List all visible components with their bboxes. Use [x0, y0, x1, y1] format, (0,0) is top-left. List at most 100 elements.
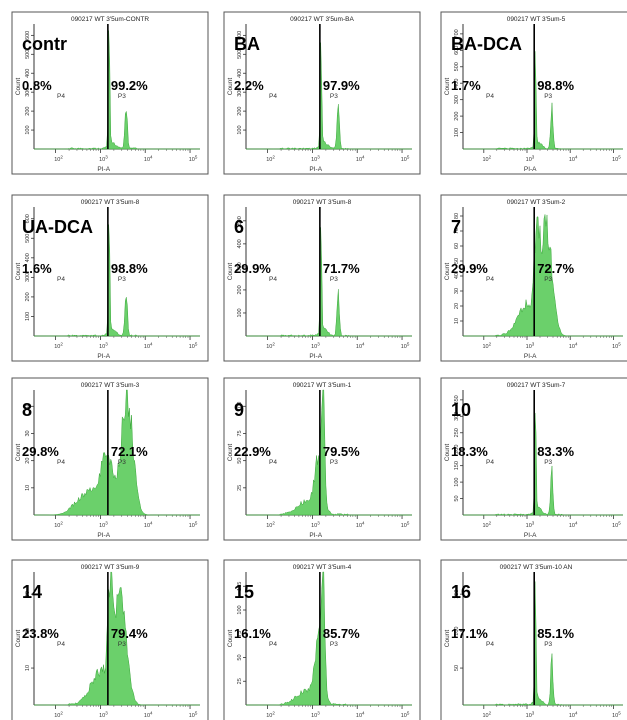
y-tick-label: 300 [237, 88, 243, 97]
y-tick-label: 75 [237, 430, 243, 436]
histogram-panel: 090217 WT 3'5um-3 10 20 30 40 Count 102 103 104 1… [11, 377, 209, 541]
x-tick-label: 102 [54, 342, 63, 351]
sample-label: 15 [234, 582, 254, 602]
y-tick-label: 600 [25, 31, 31, 40]
p3-percentage: 83.3% [537, 444, 574, 459]
y-tick-label: 30 [25, 430, 31, 436]
histogram-area [463, 51, 623, 150]
x-tick-label: 105 [189, 342, 198, 351]
histogram-area [34, 224, 200, 337]
histogram-panel: 090217 WT 3'5um-9 10 20 30 Count 102 103 104 105… [11, 559, 209, 720]
p3-gate-label: P3 [330, 641, 338, 648]
sample-label: 10 [451, 400, 471, 420]
y-tick-label: 600 [237, 31, 243, 40]
y-tick-label: 300 [237, 262, 243, 271]
y-tick-label: 40 [454, 273, 460, 279]
y-axis-label: Count [444, 78, 451, 96]
p3-percentage: 99.2% [111, 78, 148, 93]
histogram-panel: 090217 WT 3'5um-8 100 200 300 400 500 600 Count… [11, 194, 209, 362]
x-tick-label: 102 [482, 342, 491, 351]
y-tick-label: 700 [454, 29, 460, 38]
x-tick-label: 102 [482, 521, 491, 530]
y-tick-label: 100 [237, 605, 243, 614]
p4-percentage: 29.8% [22, 444, 59, 459]
x-tick-label: 104 [356, 711, 365, 720]
x-tick-label: 104 [569, 155, 578, 164]
y-tick-label: 50 [454, 258, 460, 264]
x-tick-label: 105 [612, 521, 621, 530]
y-tick-label: 400 [25, 253, 31, 262]
p3-gate-label: P3 [118, 641, 126, 648]
panel-title: 090217 WT 3'5um-5 [507, 16, 566, 23]
x-tick-label: 105 [189, 155, 198, 164]
p4-gate-label: P4 [486, 93, 494, 100]
y-tick-label: 350 [454, 395, 460, 404]
x-tick-label: 105 [401, 342, 410, 351]
p4-gate-label: P4 [57, 276, 65, 283]
p3-gate-label: P3 [544, 93, 552, 100]
x-tick-label: 103 [99, 711, 108, 720]
histogram-area [246, 42, 412, 150]
sample-label: UA-DCA [22, 217, 93, 237]
p3-percentage: 85.1% [537, 626, 574, 641]
p4-gate-label: P4 [57, 641, 65, 648]
y-tick-label: 600 [25, 214, 31, 223]
y-tick-label: 600 [454, 46, 460, 55]
p3-percentage: 79.5% [323, 444, 360, 459]
x-tick-label: 104 [144, 521, 153, 530]
sample-label: contr [22, 34, 67, 54]
histogram-area [463, 214, 623, 337]
x-tick-label: 102 [54, 155, 63, 164]
x-axis-label: PI-A [309, 166, 322, 173]
y-tick-label: 25 [237, 678, 243, 684]
x-axis-label: PI-A [524, 353, 537, 360]
y-tick-label: 50 [454, 495, 460, 501]
histogram-panel: 090217 WT 3'5um-1 25 50 75 100 Count 102 103 104… [223, 377, 421, 541]
y-tick-label: 300 [454, 412, 460, 421]
y-axis-label: Count [444, 263, 451, 281]
y-tick-label: 20 [25, 458, 31, 464]
y-tick-label: 200 [237, 285, 243, 294]
x-tick-label: 103 [526, 711, 535, 720]
x-tick-label: 105 [401, 521, 410, 530]
y-tick-label: 500 [237, 50, 243, 59]
p4-percentage: 29.9% [234, 261, 271, 276]
panel-title: 090217 WT 3'5um-8 [81, 199, 140, 206]
x-axis-label: PI-A [97, 353, 110, 360]
y-axis-label: Count [227, 263, 234, 281]
y-axis-label: Count [15, 78, 22, 96]
y-tick-label: 200 [454, 445, 460, 454]
y-tick-label: 100 [454, 627, 460, 636]
sample-label: 6 [234, 217, 244, 237]
x-axis-label: PI-A [97, 532, 110, 539]
x-tick-label: 102 [54, 521, 63, 530]
histogram-panel: 090217 WT 3'5um-8 100 200 300 400 500 Count 102… [223, 194, 421, 362]
panel-title: 090217 WT 3'5um-2 [507, 199, 566, 206]
y-tick-label: 70 [454, 228, 460, 234]
y-tick-label: 300 [454, 95, 460, 104]
p3-percentage: 72.1% [111, 444, 148, 459]
x-tick-label: 105 [612, 711, 621, 720]
y-tick-label: 125 [237, 582, 243, 591]
y-tick-label: 100 [25, 125, 31, 134]
y-tick-label: 40 [25, 403, 31, 409]
x-tick-label: 103 [311, 521, 320, 530]
y-tick-label: 100 [25, 312, 31, 321]
y-tick-label: 10 [454, 318, 460, 324]
x-tick-label: 105 [612, 342, 621, 351]
panel-title: 090217 WT 3'5um-8 [293, 199, 352, 206]
x-tick-label: 102 [266, 711, 275, 720]
y-tick-label: 20 [454, 303, 460, 309]
y-axis-label: Count [15, 444, 22, 462]
p3-percentage: 85.7% [323, 626, 360, 641]
y-axis-label: Count [444, 630, 451, 648]
y-tick-label: 200 [454, 112, 460, 121]
sample-label: 16 [451, 582, 471, 602]
x-tick-label: 103 [99, 521, 108, 530]
x-axis-label: PI-A [524, 166, 537, 173]
p4-percentage: 1.7% [451, 78, 481, 93]
histogram-area [34, 389, 200, 516]
y-tick-label: 400 [237, 239, 243, 248]
x-tick-label: 103 [526, 342, 535, 351]
